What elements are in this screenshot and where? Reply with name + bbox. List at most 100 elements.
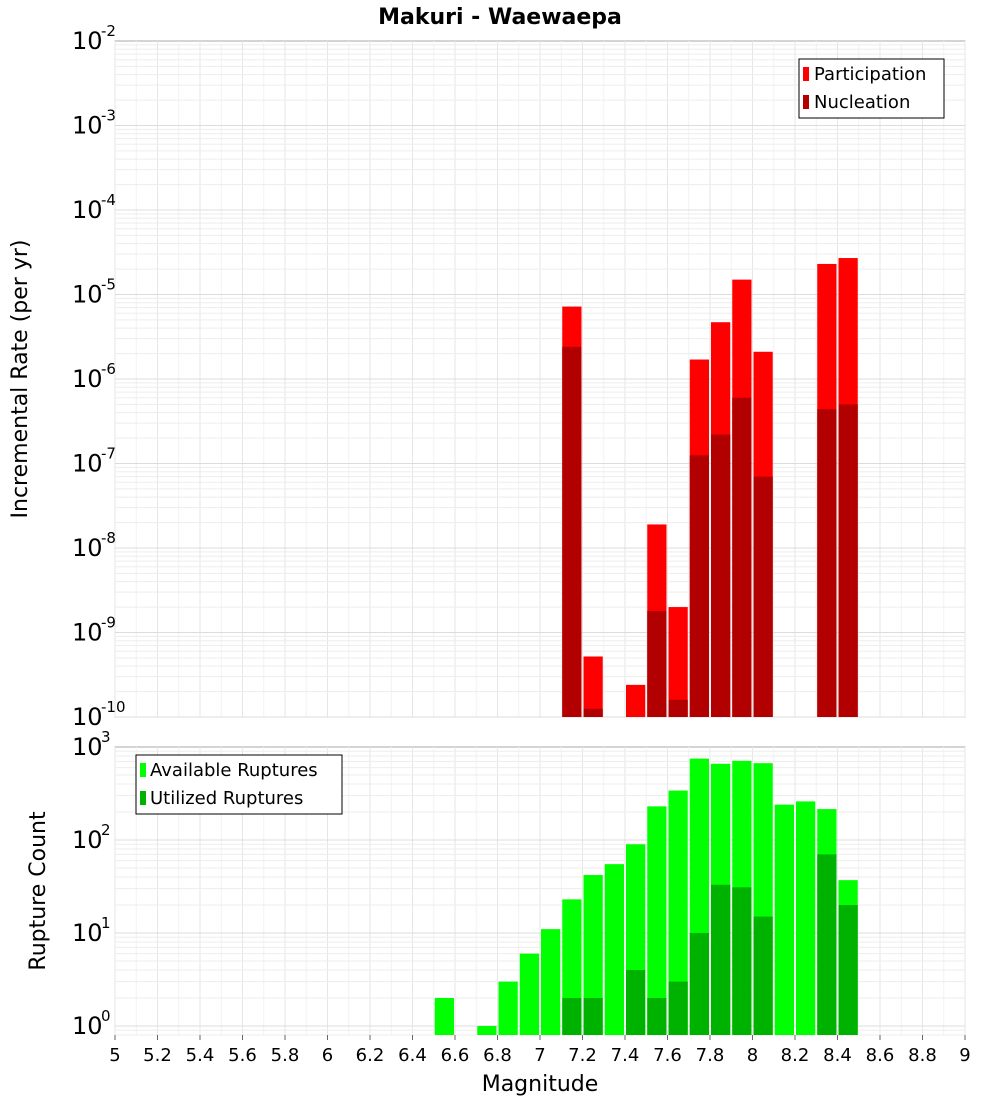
x-tick-label: 6.6: [441, 1045, 470, 1066]
bar-nucleation-7-65: [668, 699, 688, 717]
bar-available-ruptures-7-65: [668, 790, 688, 1035]
bottom-y-tick-label: 10: [72, 733, 103, 761]
x-tick-label: 6.8: [483, 1045, 512, 1066]
bar-available-ruptures-7-55: [647, 806, 667, 1035]
legend-label-participation: Participation: [814, 64, 926, 85]
x-tick-label: 7.2: [568, 1045, 597, 1066]
bar-utilized-ruptures-7-85: [711, 884, 731, 1035]
x-tick-label: 5.8: [271, 1045, 300, 1066]
bar-utilized-ruptures-7-45: [626, 969, 646, 1035]
legend-swatch-nucleation: [803, 95, 809, 109]
top-y-tick-exponent: -2: [101, 22, 116, 40]
bottom-y-axis-label: Rupture Count: [26, 811, 51, 971]
legend-label-utilized: Utilized Ruptures: [150, 788, 303, 809]
bar-nucleation-7-95: [732, 397, 752, 717]
x-tick-label: 6.4: [398, 1045, 427, 1066]
bar-available-ruptures-8-25: [796, 801, 816, 1035]
x-tick-label: 7.8: [696, 1045, 725, 1066]
bar-nucleation-8-05: [753, 476, 773, 717]
top-y-tick-label: 10: [72, 534, 103, 562]
bar-nucleation-8-35: [817, 409, 837, 717]
bottom-y-tick-exponent: 3: [101, 728, 111, 746]
bar-utilized-ruptures-8-05: [753, 916, 773, 1035]
legend-swatch-utilized: [140, 791, 146, 805]
bar-utilized-ruptures-7-15: [562, 997, 582, 1035]
bar-utilized-ruptures-8-45: [838, 904, 858, 1035]
bottom-y-tick-exponent: 2: [101, 821, 111, 839]
top-grid: [114, 41, 966, 718]
x-tick-label: 7.4: [611, 1045, 640, 1066]
bar-participation-7-45: [626, 684, 646, 717]
x-tick-label: 5.6: [228, 1045, 257, 1066]
x-tick-label: 8.8: [908, 1045, 937, 1066]
x-tick-label: 8: [747, 1045, 758, 1066]
bottom-legend: Available Ruptures Utilized Ruptures: [135, 754, 343, 815]
bar-utilized-ruptures-7-95: [732, 887, 752, 1035]
bottom-y-tick-exponent: 0: [101, 1007, 111, 1025]
bar-utilized-ruptures-7-25: [583, 997, 603, 1035]
bottom-y-tick-exponent: 1: [101, 914, 111, 932]
top-y-axis-label: Incremental Rate (per yr): [8, 240, 33, 519]
bar-nucleation-7-55: [647, 610, 667, 717]
legend-label-available: Available Ruptures: [150, 760, 318, 781]
top-y-tick-exponent: -7: [101, 445, 116, 463]
top-y-tick-exponent: -4: [101, 191, 116, 209]
x-tick-label: 6: [322, 1045, 333, 1066]
bar-available-ruptures-7-25: [583, 875, 603, 1035]
top-legend: Participation Nucleation: [798, 58, 945, 119]
bar-available-ruptures-8-15: [774, 804, 794, 1035]
bottom-grid: [114, 747, 966, 1036]
x-tick-label: 8.4: [823, 1045, 852, 1066]
bar-participation-7-65: [668, 607, 688, 717]
top-y-tick-label: 10: [72, 619, 103, 647]
top-y-tick-exponent: -10: [101, 698, 126, 716]
bar-nucleation-7-15: [562, 346, 582, 717]
top-y-tick-exponent: -9: [101, 614, 116, 632]
x-tick-label: 6.2: [356, 1045, 385, 1066]
bottom-y-tick-label: 10: [72, 826, 103, 854]
bar-utilized-ruptures-7-55: [647, 997, 667, 1035]
bottom-y-tick-label: 10: [72, 1012, 103, 1040]
x-axis-label: Magnitude: [482, 1072, 599, 1097]
top-y-tick-label: 10: [72, 281, 103, 309]
bar-available-ruptures-6-75: [477, 1025, 497, 1035]
bar-nucleation-7-85: [711, 434, 731, 717]
legend-label-nucleation: Nucleation: [814, 92, 910, 113]
top-y-tick-label: 10: [72, 365, 103, 393]
top-bars: [562, 258, 858, 717]
bar-nucleation-8-45: [838, 404, 858, 717]
x-tick-label: 5.4: [186, 1045, 215, 1066]
top-y-tick-exponent: -6: [101, 360, 116, 378]
bar-participation-7-25: [583, 656, 603, 717]
top-y-tick-exponent: -5: [101, 276, 116, 294]
legend-swatch-available: [140, 763, 146, 777]
bar-nucleation-7-25: [583, 708, 603, 717]
bottom-bars: [434, 758, 858, 1035]
top-y-tick-label: 10: [72, 196, 103, 224]
top-y-tick-exponent: -3: [101, 107, 116, 125]
x-tick-label: 9: [959, 1045, 970, 1066]
bar-utilized-ruptures-7-65: [668, 981, 688, 1035]
x-ticks: 5 5.2 5.4 5.6 5.8 6 6.2 6.4 6.6 6.8 7 7.2 7.4 7.6 7.8 8…: [109, 1035, 971, 1066]
chart-title: Makuri - Waewaepa: [378, 5, 622, 30]
bar-available-ruptures-7-05: [541, 929, 561, 1035]
bar-utilized-ruptures-8-35: [817, 854, 837, 1035]
bar-nucleation-7-75: [689, 455, 709, 717]
bar-available-ruptures-6-95: [519, 953, 539, 1035]
bar-utilized-ruptures-7-75: [689, 932, 709, 1035]
x-tick-label: 5: [109, 1045, 120, 1066]
bar-available-ruptures-6-85: [498, 981, 518, 1035]
top-y-tick-label: 10: [72, 27, 103, 55]
bar-available-ruptures-6-55: [434, 997, 454, 1035]
x-tick-label: 8.2: [781, 1045, 810, 1066]
x-tick-label: 7: [534, 1045, 545, 1066]
legend-swatch-participation: [803, 67, 809, 81]
top-y-tick-label: 10: [72, 703, 103, 731]
x-tick-label: 5.2: [143, 1045, 172, 1066]
top-y-tick-exponent: -8: [101, 529, 116, 547]
